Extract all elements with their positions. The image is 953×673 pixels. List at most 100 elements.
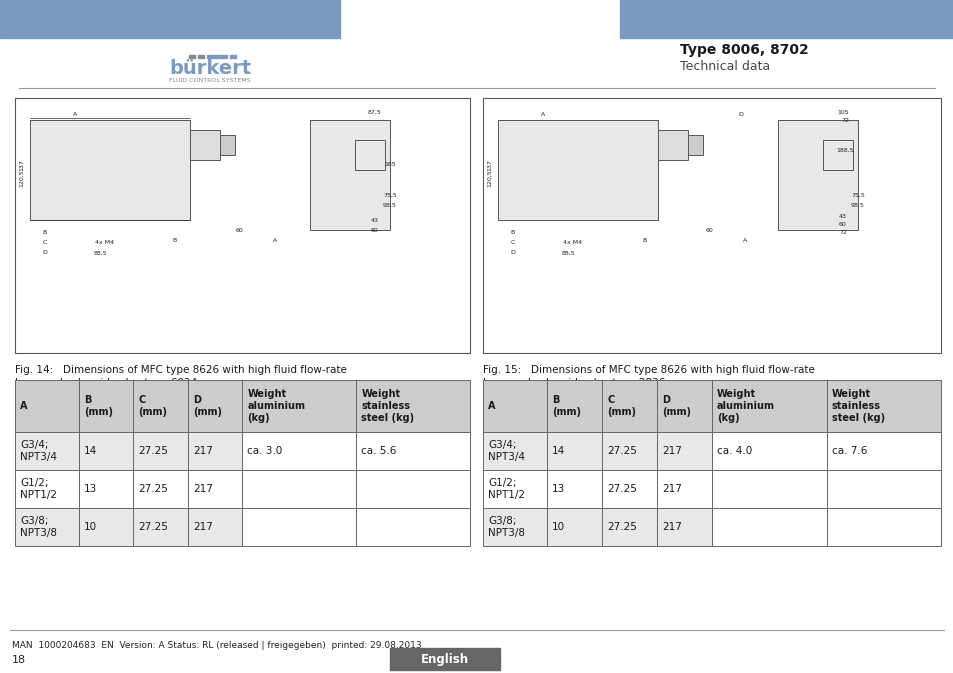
Bar bbox=[657, 470, 711, 508]
Text: 88,5: 88,5 bbox=[93, 250, 107, 256]
Text: Weight
aluminium
(kg): Weight aluminium (kg) bbox=[717, 388, 774, 423]
Text: Technical data: Technical data bbox=[679, 59, 769, 73]
Text: 98,5: 98,5 bbox=[850, 203, 864, 207]
Text: 72: 72 bbox=[838, 230, 846, 236]
Bar bbox=[188, 432, 242, 470]
Text: 87,5: 87,5 bbox=[368, 110, 381, 114]
Bar bbox=[355, 508, 470, 546]
Bar bbox=[78, 508, 133, 546]
Text: 14: 14 bbox=[552, 446, 565, 456]
Bar bbox=[482, 98, 940, 353]
Bar bbox=[825, 470, 940, 508]
Bar bbox=[482, 470, 547, 508]
Text: 27.25: 27.25 bbox=[138, 522, 168, 532]
Text: G3/8;
NPT3/8: G3/8; NPT3/8 bbox=[488, 516, 524, 538]
Text: 60: 60 bbox=[705, 227, 713, 232]
Text: 27.25: 27.25 bbox=[606, 484, 637, 494]
Bar bbox=[711, 470, 825, 508]
Bar bbox=[133, 508, 188, 546]
Bar bbox=[687, 135, 702, 155]
Text: 217: 217 bbox=[193, 484, 213, 494]
Bar bbox=[355, 140, 385, 170]
Text: 27.25: 27.25 bbox=[138, 484, 168, 494]
Bar bbox=[78, 380, 133, 432]
Text: 10: 10 bbox=[84, 522, 96, 532]
Text: ca. 7.6: ca. 7.6 bbox=[831, 446, 866, 456]
Bar bbox=[230, 55, 235, 58]
Bar bbox=[15, 98, 470, 353]
Text: A: A bbox=[488, 401, 495, 411]
Bar bbox=[15, 380, 78, 432]
Bar bbox=[778, 120, 857, 230]
Text: Fig. 15:   Dimensions of MFC type 8626 with high fluid flow-rate
base and soleno: Fig. 15: Dimensions of MFC type 8626 wit… bbox=[482, 365, 814, 388]
Text: 217: 217 bbox=[193, 446, 213, 456]
Text: C: C bbox=[43, 240, 47, 246]
Text: 98,5: 98,5 bbox=[383, 203, 396, 207]
Text: FLUID CONTROL SYSTEMS: FLUID CONTROL SYSTEMS bbox=[169, 77, 251, 83]
Text: D
(mm): D (mm) bbox=[193, 395, 222, 417]
Bar bbox=[133, 432, 188, 470]
Bar bbox=[482, 380, 547, 432]
Text: MAN  1000204683  EN  Version: A Status: RL (released | freigegeben)  printed: 29: MAN 1000204683 EN Version: A Status: RL … bbox=[12, 641, 421, 649]
Text: Weight
stainless
steel (kg): Weight stainless steel (kg) bbox=[361, 388, 414, 423]
Text: A: A bbox=[20, 401, 28, 411]
Bar bbox=[657, 380, 711, 432]
Bar bbox=[825, 508, 940, 546]
Text: 217: 217 bbox=[661, 484, 681, 494]
Bar bbox=[15, 508, 78, 546]
Bar bbox=[310, 120, 390, 230]
Text: 10: 10 bbox=[552, 522, 564, 532]
Text: 217: 217 bbox=[661, 446, 681, 456]
Bar bbox=[497, 120, 658, 220]
Bar bbox=[198, 55, 204, 58]
Text: G1/2;
NPT1/2: G1/2; NPT1/2 bbox=[20, 478, 57, 500]
Bar bbox=[711, 508, 825, 546]
Text: Weight
aluminium
(kg): Weight aluminium (kg) bbox=[247, 388, 305, 423]
Text: ca. 5.6: ca. 5.6 bbox=[361, 446, 396, 456]
Text: Type 8006, 8702: Type 8006, 8702 bbox=[679, 43, 808, 57]
Bar bbox=[601, 380, 657, 432]
Bar bbox=[658, 130, 687, 160]
Bar bbox=[825, 380, 940, 432]
Text: 120,5: 120,5 bbox=[487, 169, 492, 187]
Text: B: B bbox=[172, 238, 177, 242]
Bar bbox=[188, 470, 242, 508]
Text: 75,5: 75,5 bbox=[383, 192, 396, 197]
Text: B: B bbox=[642, 238, 646, 242]
Text: 60: 60 bbox=[371, 227, 378, 232]
Text: 217: 217 bbox=[661, 522, 681, 532]
Text: English: English bbox=[420, 653, 469, 666]
Bar bbox=[133, 470, 188, 508]
Bar bbox=[601, 508, 657, 546]
Bar bbox=[133, 380, 188, 432]
Text: 27.25: 27.25 bbox=[606, 446, 637, 456]
Bar bbox=[482, 508, 547, 546]
Bar bbox=[355, 380, 470, 432]
Text: 165: 165 bbox=[384, 162, 395, 168]
Bar bbox=[711, 380, 825, 432]
Text: 4x M4: 4x M4 bbox=[563, 240, 582, 246]
Bar bbox=[242, 432, 355, 470]
Bar bbox=[822, 140, 852, 170]
Bar bbox=[30, 120, 190, 220]
Text: ca. 3.0: ca. 3.0 bbox=[247, 446, 282, 456]
Text: D: D bbox=[510, 250, 515, 256]
Text: 4x M4: 4x M4 bbox=[95, 240, 114, 246]
Text: G3/4;
NPT3/4: G3/4; NPT3/4 bbox=[20, 439, 57, 462]
Text: 217: 217 bbox=[193, 522, 213, 532]
Text: 188,5: 188,5 bbox=[836, 147, 853, 153]
Text: 72: 72 bbox=[841, 118, 848, 122]
Bar bbox=[78, 470, 133, 508]
Bar bbox=[355, 432, 470, 470]
Text: 27.25: 27.25 bbox=[138, 446, 168, 456]
Bar bbox=[601, 432, 657, 470]
Text: B
(mm): B (mm) bbox=[552, 395, 580, 417]
Bar bbox=[390, 648, 499, 670]
Text: Fig. 14:   Dimensions of MFC type 8626 with high fluid flow-rate
base and soleno: Fig. 14: Dimensions of MFC type 8626 wit… bbox=[15, 365, 347, 388]
Text: D: D bbox=[43, 250, 48, 256]
Text: 43: 43 bbox=[838, 213, 846, 219]
Text: 75,5: 75,5 bbox=[850, 192, 864, 197]
Text: 27.25: 27.25 bbox=[606, 522, 637, 532]
Bar bbox=[207, 55, 227, 58]
Bar bbox=[188, 380, 242, 432]
